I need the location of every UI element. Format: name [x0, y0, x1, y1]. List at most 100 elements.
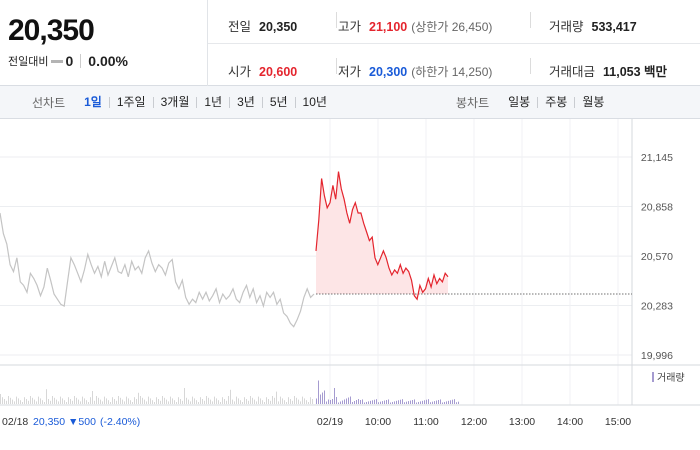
today-volume-bar: [372, 400, 373, 404]
prev-volume-bar: [64, 400, 65, 404]
prev-volume-bar: [178, 397, 179, 404]
candle-chart-tabs: 봉차트 일봉 주봉 월봉: [456, 86, 611, 119]
prev-volume-bar: [206, 396, 207, 404]
prev-volume-bar: [172, 398, 173, 404]
chart-tab-bar: 선차트 1일 1주일 3개월 1년 3년 5년 10년 봉차트 일봉 주봉 월봉: [0, 86, 700, 119]
column-divider: [530, 58, 531, 74]
prev-volume-bar: [298, 399, 299, 404]
tab-weekly[interactable]: 주봉: [537, 96, 574, 108]
prev-volume-bar: [100, 399, 101, 404]
lower-limit: (하한가 14,250): [411, 65, 493, 79]
prev-volume-bar: [76, 397, 77, 404]
prev-volume-bar: [190, 401, 191, 404]
prev-volume-bar: [262, 400, 263, 404]
prev-day-close: 20,350: [33, 416, 65, 428]
column-divider: [336, 58, 337, 74]
prev-volume-bar: [126, 396, 127, 404]
today-volume-bar: [432, 401, 433, 404]
prev-volume-bar: [204, 400, 205, 404]
today-volume-bar: [396, 400, 397, 404]
today-volume-bar: [440, 399, 441, 404]
stat-label: 거래대금: [549, 65, 596, 79]
stat-label: 시가: [228, 65, 252, 79]
prev-volume-bar: [38, 396, 39, 404]
today-volume-bar: [336, 397, 337, 404]
prev-volume-bar: [246, 399, 247, 404]
tab-daily[interactable]: 일봉: [508, 95, 531, 109]
prev-volume-bar: [82, 396, 83, 404]
tab-1w[interactable]: 1주일: [108, 96, 153, 108]
prev-volume-bar: [208, 397, 209, 404]
stat-amount: 거래대금 11,053 백만: [549, 61, 667, 80]
prev-volume-bar: [124, 401, 125, 404]
tab-1y[interactable]: 1년: [196, 96, 229, 108]
today-volume-bar: [382, 401, 383, 404]
today-volume-bar: [374, 399, 375, 404]
prev-volume-bar: [230, 389, 231, 404]
today-volume-bar: [360, 400, 361, 404]
prev-volume-bar: [8, 396, 9, 404]
prev-volume-bar: [138, 392, 139, 404]
prev-volume-bar: [170, 396, 171, 404]
prev-volume-bar: [60, 396, 61, 404]
today-volume-bar: [344, 399, 345, 404]
prev-day-date: 02/18: [2, 416, 28, 428]
today-volume-bar: [426, 399, 427, 404]
row-divider: [208, 43, 700, 44]
today-volume-bar: [408, 401, 409, 404]
prev-volume-bar: [292, 400, 293, 404]
prev-volume-bar: [266, 397, 267, 404]
prev-volume-bar: [120, 397, 121, 404]
prev-volume-bar: [54, 397, 55, 404]
today-volume-bar: [434, 401, 435, 404]
prev-volume-bar: [128, 398, 129, 404]
today-volume-bar: [418, 401, 419, 404]
prev-volume-bar: [42, 400, 43, 404]
prev-volume-bar: [98, 397, 99, 404]
prev-volume-bar: [12, 399, 13, 404]
today-volume-bar: [398, 400, 399, 404]
quote-summary: 20,350 전일대비 0 0.00% 전일 20,350 고가 21,100 …: [0, 0, 700, 86]
stat-high: 고가 21,100 (상한가 26,450): [338, 16, 492, 35]
today-volume-bar: [428, 399, 429, 404]
tab-3y[interactable]: 3년: [229, 96, 262, 108]
prev-volume-bar: [28, 400, 29, 404]
y-tick-label: 20,283: [641, 301, 673, 313]
today-volume-bar: [316, 398, 317, 404]
tab-monthly[interactable]: 월봉: [574, 96, 611, 108]
tab-3m[interactable]: 3개월: [152, 96, 197, 108]
prev-volume-bar: [62, 398, 63, 404]
prev-volume-bar: [50, 400, 51, 404]
prev-volume-bar: [116, 400, 117, 404]
today-volume-bar: [330, 400, 331, 404]
prev-volume-bar: [2, 397, 3, 404]
prev-volume-bar: [86, 400, 87, 404]
prev-volume-bar: [136, 399, 137, 404]
prev-volume-bar: [24, 397, 25, 404]
prev-volume-bar: [118, 396, 119, 404]
stat-value: 533,417: [591, 20, 637, 34]
prev-volume-bar: [248, 400, 249, 404]
prev-volume-bar: [222, 397, 223, 404]
current-price-panel: 20,350 전일대비 0 0.00%: [0, 0, 208, 86]
prev-volume-bar: [158, 399, 159, 404]
tab-1d[interactable]: 1일: [84, 95, 102, 109]
prev-volume-bar: [132, 402, 133, 404]
today-volume-bar: [384, 400, 385, 404]
today-volume-bar: [450, 400, 451, 404]
today-volume-bar: [338, 402, 339, 404]
prev-volume-bar: [46, 389, 47, 404]
candle-chart-label: 봉차트: [456, 96, 490, 110]
tab-10y[interactable]: 10년: [294, 96, 334, 108]
prev-volume-bar: [310, 397, 311, 404]
prev-volume-bar: [196, 400, 197, 404]
prev-volume-bar: [150, 398, 151, 404]
stat-value: 21,100: [369, 20, 408, 34]
tab-5y[interactable]: 5년: [261, 96, 295, 108]
today-volume-bar: [332, 399, 333, 404]
today-volume-bar: [318, 380, 319, 404]
prev-volume-bar: [70, 399, 71, 404]
prev-volume-bar: [94, 400, 95, 404]
stat-label: 고가: [338, 20, 362, 34]
prev-volume-bar: [166, 399, 167, 404]
